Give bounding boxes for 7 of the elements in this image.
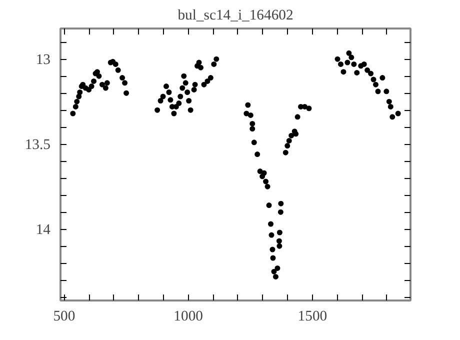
x-tick-label: 1000 xyxy=(174,308,203,324)
x-tick-label: 500 xyxy=(53,308,76,324)
y-tick-label: 13.5 xyxy=(24,137,51,154)
chart-title: bul_sc14_i_164602 xyxy=(178,8,294,24)
y-tick-label: 14 xyxy=(36,222,52,238)
y-tick-label: 13 xyxy=(36,52,50,68)
x-tick-label: 1500 xyxy=(298,308,328,324)
